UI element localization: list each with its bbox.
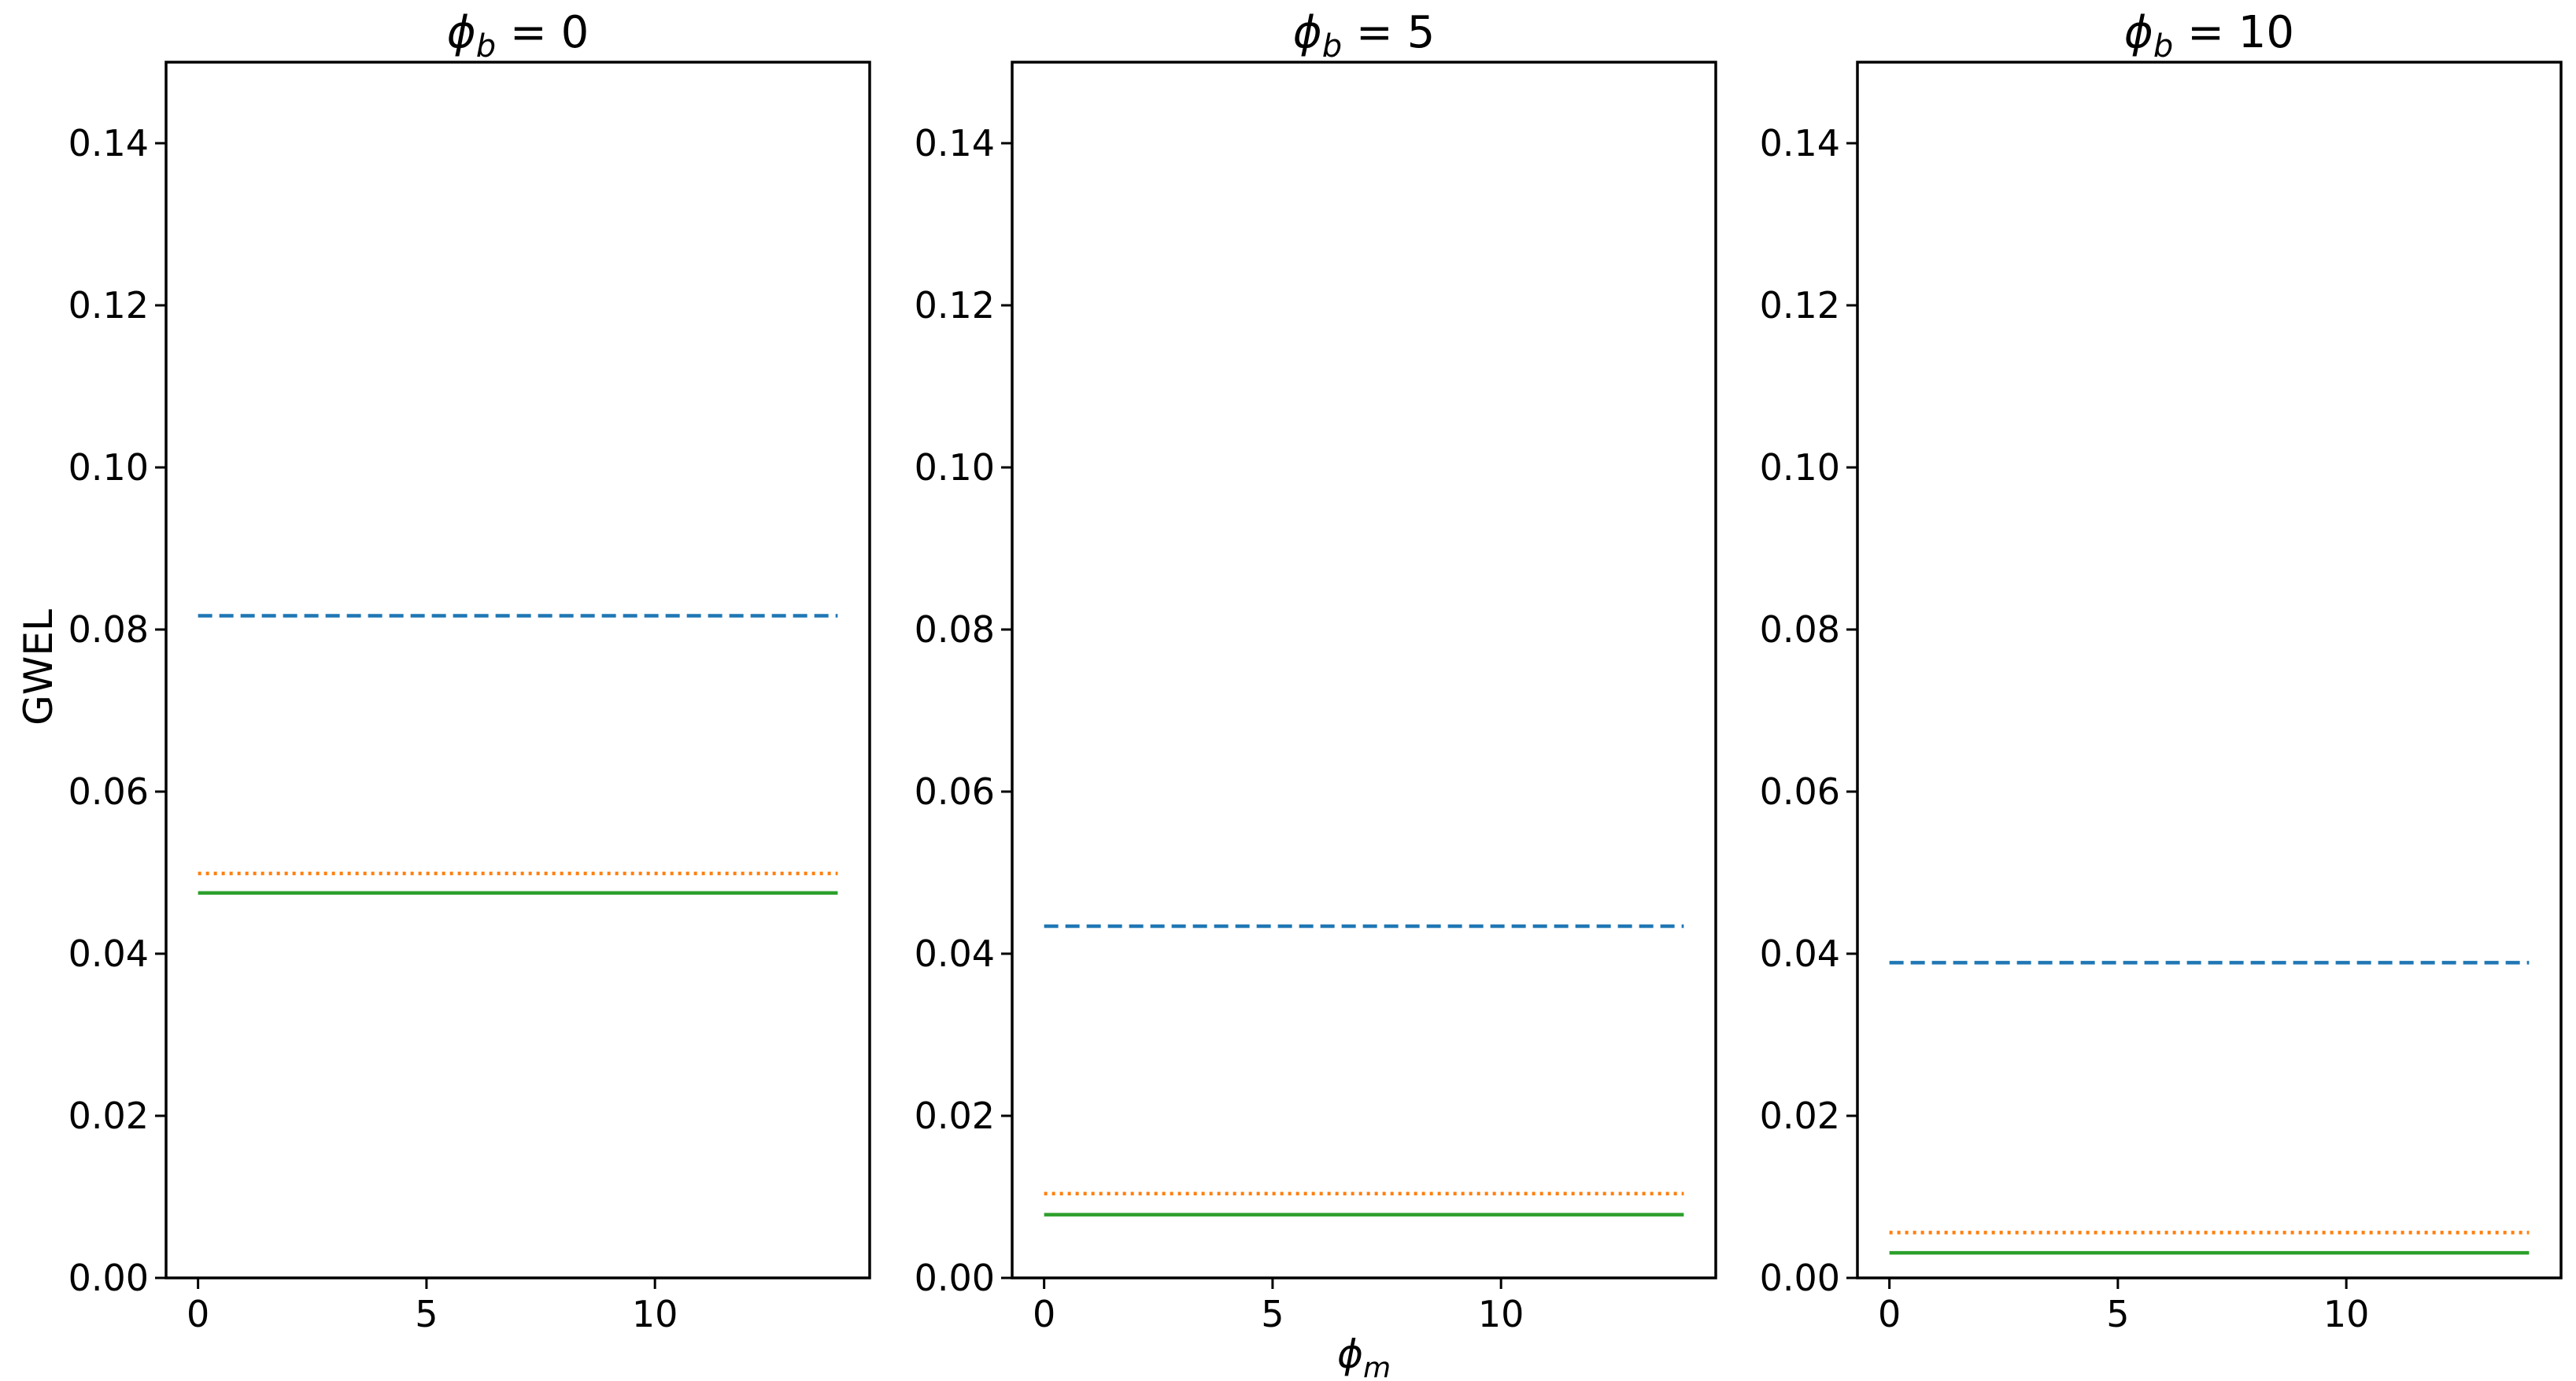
- y-tick-label: 0.12: [68, 284, 149, 327]
- y-tick-label: 0.12: [1760, 284, 1840, 327]
- panel-title-symbol: ϕ: [447, 7, 476, 58]
- plot-lines: [198, 614, 838, 895]
- x-tick-label: 0: [187, 1293, 209, 1335]
- y-tick-label: 0.02: [915, 1095, 995, 1137]
- plot-lines: [1889, 961, 2530, 1255]
- panel-title: ϕb = 5: [1293, 7, 1436, 65]
- panel-3: ϕb = 10 0.00 0.02 0.04 0.06 0.08 0.10 0.12 0.14…: [1760, 7, 2563, 1335]
- x-tick-label: 5: [2106, 1293, 2129, 1335]
- x-axis-label-subscript: m: [1363, 1352, 1391, 1381]
- panel-title-value: 5: [1407, 7, 1436, 58]
- ticks: 0.00 0.02 0.04 0.06 0.08 0.10 0.12 0.14 0 5 10: [68, 122, 678, 1335]
- y-tick-label: 0.10: [1760, 446, 1840, 489]
- axes-frame: [1011, 61, 1717, 1279]
- y-tick-label: 0.14: [1760, 122, 1840, 164]
- panel-2: ϕb = 5 0.000.020.040.060.080.100.120.140…: [915, 7, 1717, 1335]
- y-tick-label: 0.00: [1760, 1257, 1840, 1299]
- y-tick-label: 0.14: [915, 122, 995, 164]
- axes-frame: [1856, 61, 2563, 1279]
- y-tick-label: 0.10: [915, 446, 995, 489]
- axes-frame: [164, 61, 871, 1279]
- y-tick-label: 0.08: [1760, 608, 1840, 651]
- panel-title: ϕb = 0: [447, 7, 589, 65]
- y-tick-label: 0.08: [68, 608, 149, 651]
- x-tick-label: 5: [1261, 1293, 1284, 1335]
- x-tick-label: 10: [2323, 1293, 2370, 1335]
- ticks: 0.00 0.02 0.04 0.06 0.08 0.10 0.12 0.14 0 5 10: [915, 122, 1525, 1335]
- panel-title-subscript: b: [1322, 28, 1342, 65]
- x-axis-label-symbol: ϕ: [1337, 1331, 1363, 1377]
- panel-title-subscript: b: [2153, 28, 2173, 65]
- panel-title-symbol: ϕ: [1293, 7, 1322, 58]
- y-tick-label: 0.00: [68, 1257, 149, 1299]
- y-tick-label: 0.08: [915, 608, 995, 651]
- y-tick-label: 0.10: [68, 446, 149, 489]
- y-axis-label: GWEL: [16, 609, 61, 726]
- y-tick-label: 0.06: [1760, 770, 1840, 813]
- panel-title-symbol: ϕ: [2124, 7, 2153, 58]
- y-tick-label: 0.02: [1760, 1095, 1840, 1137]
- y-tick-label: 0.14: [68, 122, 149, 164]
- x-axis-label: ϕm: [1337, 1331, 1391, 1381]
- panel-title-equals: =: [2173, 7, 2238, 58]
- panel-title-value: 0: [561, 7, 589, 58]
- ticks: 0.00 0.02 0.04 0.06 0.08 0.10 0.12 0.14 0 5 10: [1760, 122, 2370, 1335]
- y-tick-label: 0.04: [1760, 932, 1840, 975]
- y-tick-label: 0.00: [915, 1257, 995, 1299]
- y-tick-label: 0.02: [68, 1095, 149, 1137]
- x-tick-label: 10: [1478, 1293, 1525, 1335]
- x-tick-label: 0: [1878, 1293, 1901, 1335]
- y-tick-label: 0.12: [915, 284, 995, 327]
- x-tick-label: 5: [415, 1293, 438, 1335]
- panel-title-subscript: b: [476, 28, 496, 65]
- y-tick-label: 0.04: [915, 932, 995, 975]
- plot-lines: [1044, 924, 1684, 1217]
- panel-title-equals: =: [496, 7, 561, 58]
- panel-title-equals: =: [1342, 7, 1407, 58]
- y-tick-label: 0.06: [915, 770, 995, 813]
- x-tick-label: 0: [1033, 1293, 1055, 1335]
- y-tick-label: 0.06: [68, 770, 149, 813]
- y-tick-label: 0.04: [68, 932, 149, 975]
- panel-title: ϕb = 10: [2124, 7, 2294, 65]
- x-tick-label: 10: [632, 1293, 678, 1335]
- panel-title-value: 10: [2238, 7, 2294, 58]
- panel-1: ϕb = 0 0.000.020.040.060.080.100.120.140…: [68, 7, 871, 1335]
